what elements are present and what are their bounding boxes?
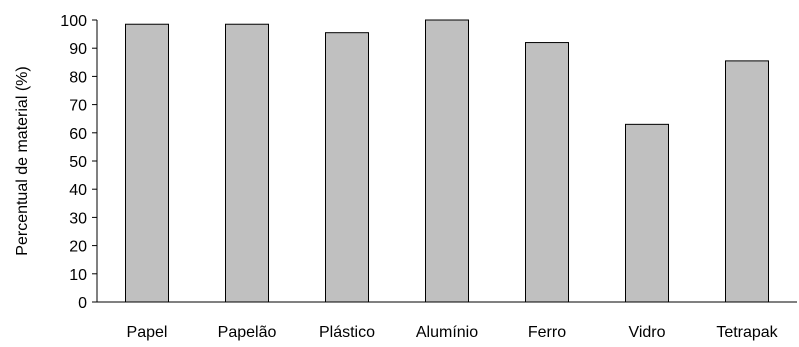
y-tick-label: 100 (60, 13, 87, 30)
bars (125, 19, 769, 303)
y-axis-title: Percentual de material (%) (14, 66, 31, 255)
bar-plástico (325, 32, 369, 303)
y-tick-label: 80 (69, 69, 87, 86)
x-axis-ticks: Papel Papelão Plástico Alumínio Ferro Vidro Te… (127, 324, 779, 341)
x-tick-label: Papel (127, 324, 168, 341)
y-tick-label: 90 (69, 41, 87, 58)
y-tick-label: 0 (78, 295, 87, 312)
y-tick-label: 20 (69, 239, 87, 256)
y-axis-ticks: 0 10 20 30 40 50 60 70 80 90 100 (60, 13, 97, 312)
bar-ferro (525, 42, 569, 303)
y-tick-label: 50 (69, 154, 87, 171)
y-tick-label: 70 (69, 98, 87, 115)
x-tick-label: Tetrapak (716, 324, 778, 341)
x-tick-label: Vidro (628, 324, 665, 341)
bar-alumínio (425, 19, 469, 303)
bar-papelão (225, 23, 269, 303)
x-tick-label: Papelão (218, 324, 277, 341)
bar-tetrapak (725, 60, 769, 303)
bar-vidro (625, 123, 669, 303)
y-tick-label: 60 (69, 126, 87, 143)
x-tick-label: Plástico (319, 324, 375, 341)
x-tick-label: Alumínio (416, 324, 478, 341)
y-tick-label: 10 (69, 267, 87, 284)
x-tick-label: Ferro (528, 324, 566, 341)
bar-papel (125, 23, 169, 303)
y-tick-label: 30 (69, 210, 87, 227)
y-tick-label: 40 (69, 182, 87, 199)
